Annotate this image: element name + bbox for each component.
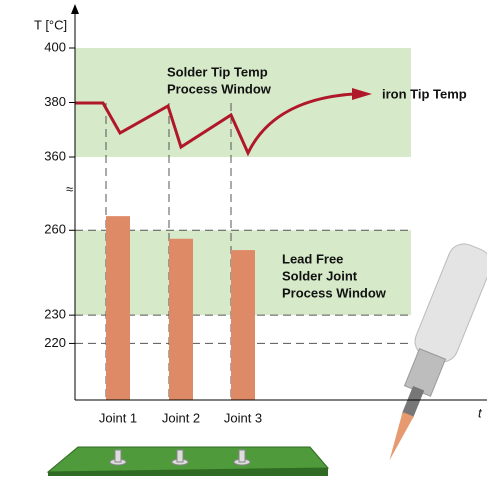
- window-label: Solder Tip Temp: [167, 64, 268, 79]
- y-axis-arrow: [71, 4, 79, 14]
- x-tick-label: Joint 1: [99, 410, 137, 425]
- tip-temp-curve: [75, 92, 355, 157]
- annotation: iron Tip Temp: [382, 86, 467, 101]
- window-label: Process Window: [282, 285, 387, 300]
- curve-arrow: [352, 88, 372, 100]
- y-tick-label: 220: [44, 335, 66, 350]
- bar: [169, 238, 193, 400]
- window-label: Lead Free: [282, 251, 343, 266]
- y-tick-label: 260: [44, 222, 66, 237]
- x-axis-label: t: [478, 405, 483, 420]
- y-tick-label: 360: [44, 148, 66, 163]
- bar: [106, 216, 130, 400]
- soldering-iron: [389, 243, 487, 461]
- y-axis-label: T [°C]: [34, 17, 67, 32]
- bar: [231, 250, 255, 400]
- axis-break: ≈: [66, 181, 73, 196]
- y-tick-label: 380: [44, 94, 66, 109]
- window-label: Process Window: [167, 81, 272, 96]
- y-tick-label: 400: [44, 39, 66, 54]
- window-label: Solder Joint: [282, 268, 358, 283]
- y-tick-label: 230: [44, 307, 66, 322]
- x-tick-label: Joint 3: [224, 410, 262, 425]
- circuit-board: [46, 446, 330, 476]
- x-tick-label: Joint 2: [162, 410, 200, 425]
